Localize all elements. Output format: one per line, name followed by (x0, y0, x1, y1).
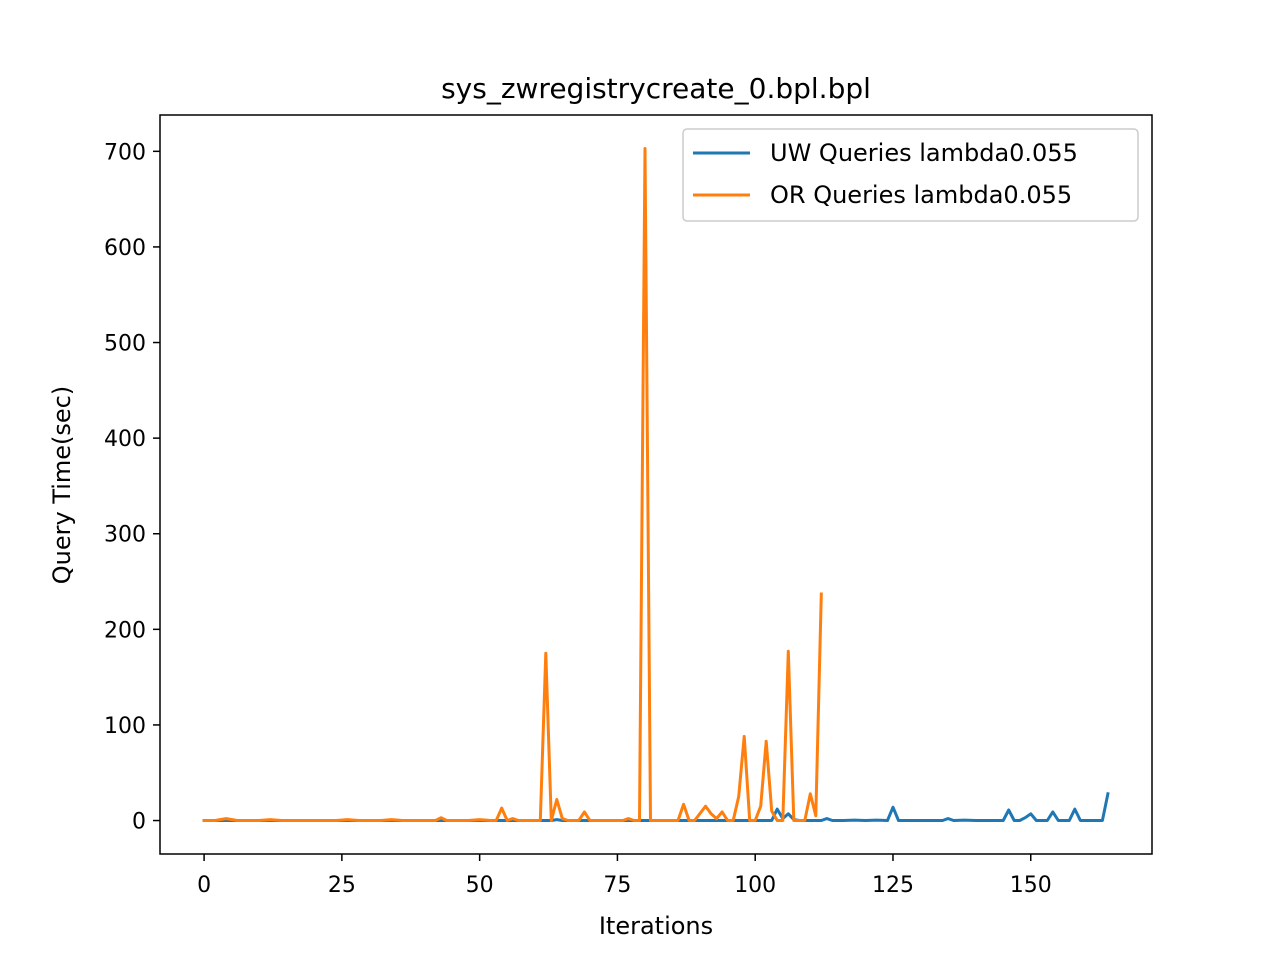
legend-label-uw: UW Queries lambda0.055 (770, 139, 1078, 167)
x-tick-label: 25 (328, 873, 356, 898)
axes-frame (159, 114, 1153, 855)
x-axis: 0 25 50 75 100 125 150 (197, 854, 1052, 898)
y-tick-label: 100 (104, 714, 146, 739)
y-axis: 0 100 200 300 400 500 600 700 (104, 140, 160, 835)
y-tick-label: 0 (132, 810, 146, 835)
x-tick-label: 150 (1010, 873, 1052, 898)
x-tick-label: 50 (466, 873, 494, 898)
legend-box (682, 128, 1139, 222)
x-tick-label: 75 (603, 873, 631, 898)
x-tick-label: 100 (734, 873, 776, 898)
y-axis-label: Query Time(sec) (48, 386, 76, 585)
series-line-or (202, 147, 823, 822)
y-tick-label: 500 (104, 332, 146, 357)
y-tick-label: 400 (104, 427, 146, 452)
x-axis-label: Iterations (599, 912, 713, 940)
chart-title: sys_zwregistrycreate_0.bpl.bpl (441, 72, 871, 105)
legend-label-or: OR Queries lambda0.055 (770, 181, 1072, 209)
y-tick-label: 700 (104, 140, 146, 165)
y-tick-label: 200 (104, 618, 146, 643)
y-tick-label: 300 (104, 523, 146, 548)
plot-area (202, 147, 1110, 822)
x-tick-label: 125 (872, 873, 914, 898)
y-tick-label: 600 (104, 236, 146, 261)
legend: UW Queries lambda0.055 OR Queries lambda… (682, 128, 1139, 222)
x-tick-label: 0 (197, 873, 211, 898)
